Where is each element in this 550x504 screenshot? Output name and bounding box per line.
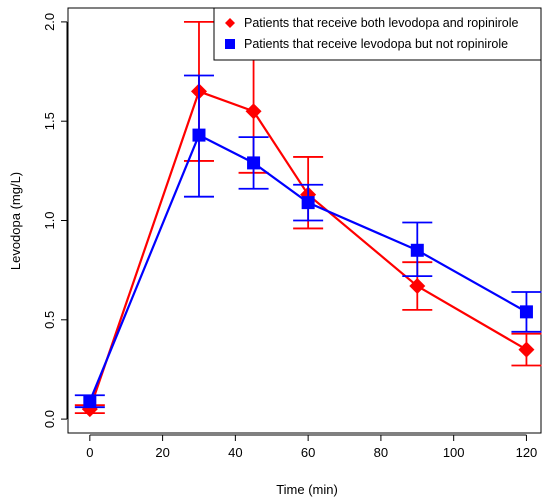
x-tick-label: 120 [516, 445, 538, 460]
data-point-square [410, 243, 424, 257]
y-tick-label: 2.0 [42, 13, 57, 31]
y-axis: 0.0 0.5 1.0 1.5 2.0 [42, 13, 68, 428]
x-tick-label: 80 [374, 445, 388, 460]
data-point-diamond [409, 278, 426, 295]
legend-marker-levodopa-only [225, 39, 235, 49]
x-axis: 0 20 40 60 80 100 120 [86, 434, 538, 460]
x-axis-title: Time (min) [276, 482, 338, 497]
y-tick-label: 1.5 [42, 112, 57, 130]
y-tick-label: 0.5 [42, 311, 57, 329]
data-point-square [83, 394, 97, 408]
y-axis-title: Levodopa (mg/L) [8, 172, 23, 270]
series-line [88, 134, 527, 402]
y-tick-label: 1.0 [42, 211, 57, 229]
data-point-square [519, 305, 533, 319]
legend-label-both: Patients that receive both levodopa and … [244, 16, 519, 30]
series-line [88, 90, 527, 410]
series-layer [74, 21, 542, 418]
legend-label-levodopa-only: Patients that receive levodopa but not r… [244, 37, 508, 51]
data-point-diamond [518, 341, 535, 358]
legend-box [213, 7, 542, 61]
x-tick-label: 60 [301, 445, 315, 460]
x-tick-label: 40 [228, 445, 242, 460]
legend: Patients that receive both levodopa and … [213, 7, 542, 61]
x-tick-label: 0 [86, 445, 93, 460]
data-point-diamond [245, 103, 262, 120]
series-1 [74, 74, 542, 409]
data-point-square [247, 156, 261, 170]
data-point-square [301, 196, 315, 210]
x-tick-label: 20 [155, 445, 169, 460]
x-tick-label: 100 [443, 445, 465, 460]
data-point-square [192, 128, 206, 142]
y-tick-label: 0.0 [42, 410, 57, 428]
legend-marker-both [225, 18, 235, 28]
